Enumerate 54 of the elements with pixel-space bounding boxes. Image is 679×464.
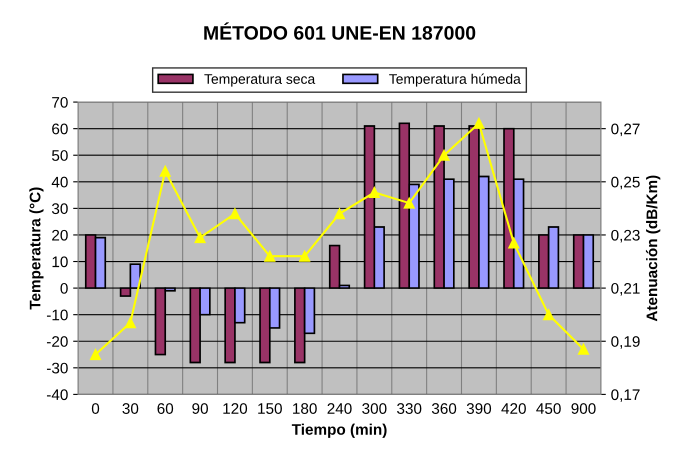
x-tick-label: 300 (362, 403, 387, 414)
x-tick-label: 240 (328, 403, 352, 414)
x-tick-label: 0 (92, 403, 100, 414)
y-axis-title: Temperatura (°C) (29, 188, 44, 310)
x-tick-label: 150 (258, 403, 282, 414)
x-tick-label: 60 (158, 403, 174, 414)
y-tick-label: 0 (60, 282, 68, 294)
x-tick-label: 330 (397, 403, 422, 414)
point (160, 166, 171, 177)
y-tick-label: 30 (52, 203, 68, 214)
y-tick-label: 10 (52, 256, 68, 268)
point (334, 208, 346, 220)
y-tick-label: -10 (46, 310, 68, 320)
y-tick-label: -40 (46, 389, 68, 400)
y-tick-label: 60 (52, 124, 68, 134)
point (124, 317, 136, 328)
point (299, 250, 310, 262)
x-axis-title: Tiempo (min) (292, 424, 387, 438)
y2-tick-label: 0,19 (611, 336, 640, 349)
x-tick-label: 360 (432, 403, 456, 414)
y-tick-label: 20 (52, 230, 68, 241)
point (543, 309, 554, 320)
point (229, 208, 240, 220)
point (438, 150, 450, 161)
point (404, 198, 415, 209)
point (264, 250, 276, 262)
y2-tick-label: 0,17 (611, 389, 640, 402)
chart-title: MÉTODO 601 UNE-EN 187000 (204, 22, 476, 40)
point (368, 186, 380, 198)
point (578, 344, 590, 355)
y-tick-label: 50 (52, 150, 68, 161)
x-tick-label: 90 (192, 403, 208, 414)
y2-tick-label: 0,21 (611, 282, 640, 296)
x-tick-label: 390 (466, 403, 492, 414)
point (194, 232, 206, 244)
y-tick-label: 70 (52, 96, 68, 108)
point (508, 237, 520, 248)
y-tick-label: -20 (46, 336, 68, 347)
legend-label: Temperatura húmeda (389, 74, 521, 87)
x-tick-label: 30 (122, 403, 138, 414)
point (473, 118, 484, 129)
x-tick-label: 180 (293, 403, 317, 414)
x-tick-label: 450 (536, 403, 561, 414)
x-tick-label: 420 (501, 403, 526, 414)
y-tick-label: 40 (52, 176, 68, 188)
x-tick-label: 120 (223, 403, 248, 414)
point (90, 348, 102, 360)
y2-tick-label: 0,25 (611, 176, 640, 190)
y-tick-label: -30 (46, 362, 68, 374)
legend-label: Temperatura seca (204, 74, 316, 87)
y2-axis-title: Atenuación (dB/Km) (646, 176, 660, 322)
y2-tick-label: 0,27 (611, 124, 640, 136)
y2-tick-label: 0,23 (611, 230, 640, 242)
x-tick-label: 900 (571, 403, 596, 414)
